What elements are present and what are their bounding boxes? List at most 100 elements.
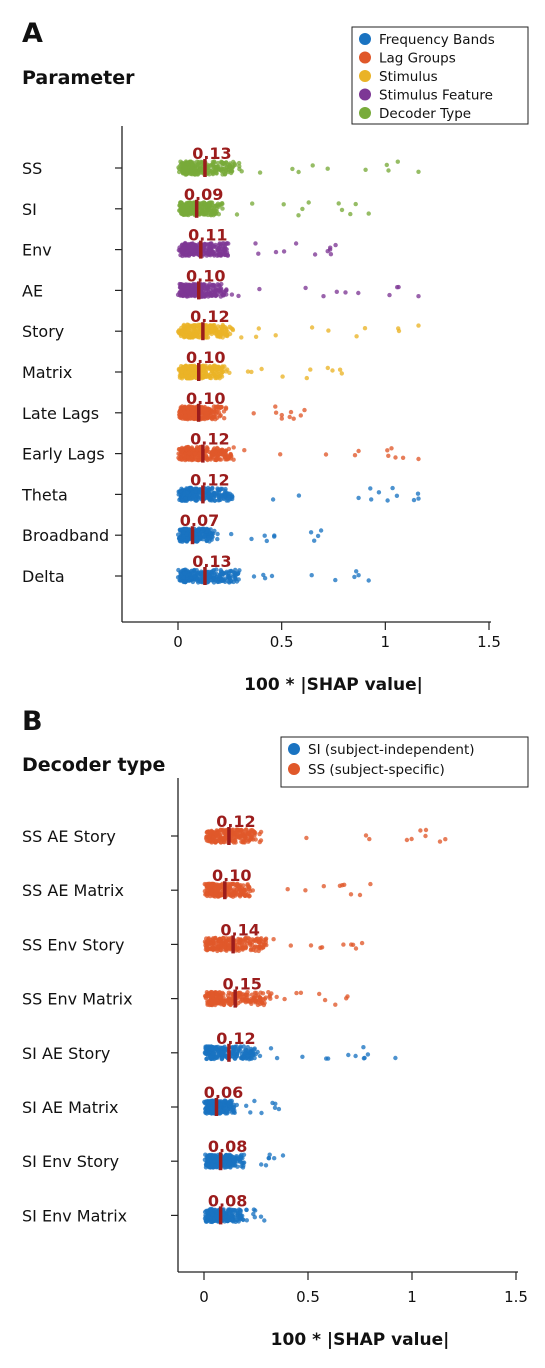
- data-point: [244, 996, 250, 1001]
- data-point: [300, 1054, 305, 1060]
- data-point: [211, 404, 217, 409]
- data-point: [200, 291, 206, 297]
- data-point: [217, 330, 222, 335]
- data-point: [187, 451, 192, 456]
- legend-label: Frequency Bands: [379, 32, 495, 48]
- data-point: [367, 836, 372, 842]
- data-point: [273, 333, 278, 338]
- data-point: [385, 448, 390, 453]
- data-point: [237, 568, 242, 573]
- data-point: [202, 203, 208, 209]
- data-point: [203, 994, 208, 999]
- data-point: [195, 171, 200, 177]
- category-label: SS Env Matrix: [22, 990, 133, 1009]
- data-point: [337, 367, 343, 372]
- data-point: [269, 573, 275, 579]
- category-label: Story: [22, 322, 64, 341]
- legend-marker: [288, 763, 300, 775]
- data-point: [343, 290, 348, 295]
- data-point: [389, 446, 394, 451]
- data-point: [310, 163, 315, 168]
- data-point: [204, 538, 209, 543]
- data-point: [274, 994, 279, 1000]
- median-label: 0.10: [186, 266, 225, 285]
- data-point: [211, 327, 216, 332]
- data-point: [257, 839, 262, 845]
- data-point: [416, 294, 421, 299]
- data-point: [270, 1100, 275, 1106]
- data-point: [204, 335, 209, 340]
- data-point: [354, 334, 359, 339]
- data-point: [222, 171, 228, 177]
- data-point: [211, 414, 217, 420]
- data-point: [333, 1002, 338, 1007]
- data-point: [356, 573, 361, 578]
- data-point: [308, 367, 313, 372]
- data-point: [309, 573, 314, 578]
- data-point: [208, 531, 214, 536]
- data-point: [325, 365, 330, 371]
- data-point: [210, 994, 215, 999]
- data-point: [205, 165, 211, 171]
- data-point: [248, 834, 254, 839]
- data-point: [222, 947, 227, 952]
- data-point: [237, 164, 242, 169]
- data-point: [328, 252, 334, 257]
- legend-marker: [359, 51, 371, 64]
- data-point: [186, 374, 191, 379]
- data-point: [246, 830, 251, 836]
- median-label: 0.10: [186, 389, 225, 408]
- data-point: [232, 1056, 238, 1061]
- data-point: [219, 577, 224, 583]
- data-point: [225, 1107, 230, 1112]
- data-point: [204, 936, 209, 941]
- data-point: [411, 497, 417, 503]
- data-point: [393, 455, 398, 460]
- data-point: [196, 160, 201, 165]
- data-point: [280, 374, 285, 379]
- data-point: [366, 578, 371, 583]
- data-point: [352, 453, 358, 458]
- data-point: [298, 413, 303, 418]
- median-label: 0.12: [190, 430, 229, 449]
- data-point: [184, 365, 189, 370]
- data-point: [231, 1158, 236, 1164]
- data-point: [363, 833, 369, 838]
- data-point: [357, 892, 363, 898]
- median-label: 0.11: [188, 226, 227, 245]
- data-point: [217, 990, 223, 995]
- data-point: [387, 292, 392, 298]
- category-label: Env: [22, 241, 52, 260]
- data-point: [229, 165, 234, 170]
- data-point: [178, 285, 184, 290]
- data-point: [211, 292, 217, 298]
- data-point: [415, 491, 421, 496]
- data-point: [224, 938, 229, 944]
- data-point: [195, 457, 200, 463]
- data-point: [190, 244, 195, 249]
- data-point: [204, 830, 209, 835]
- data-point: [285, 887, 290, 892]
- data-point: [308, 530, 314, 535]
- data-point: [288, 943, 293, 948]
- data-point: [300, 206, 305, 212]
- data-point: [303, 285, 308, 291]
- data-point: [191, 416, 196, 421]
- data-point: [224, 250, 230, 255]
- data-point: [272, 1105, 278, 1111]
- data-point: [263, 995, 268, 1000]
- data-point: [219, 998, 225, 1003]
- median-label: 0.14: [220, 920, 259, 939]
- data-point: [214, 997, 219, 1002]
- data-point: [280, 1153, 286, 1158]
- data-point: [361, 1056, 367, 1061]
- data-point: [396, 328, 402, 334]
- data-point: [245, 369, 251, 374]
- data-point: [224, 369, 229, 374]
- data-point: [189, 210, 194, 215]
- data-point: [204, 415, 210, 421]
- data-point: [209, 368, 214, 373]
- data-point: [214, 1054, 219, 1060]
- data-point: [221, 1002, 227, 1008]
